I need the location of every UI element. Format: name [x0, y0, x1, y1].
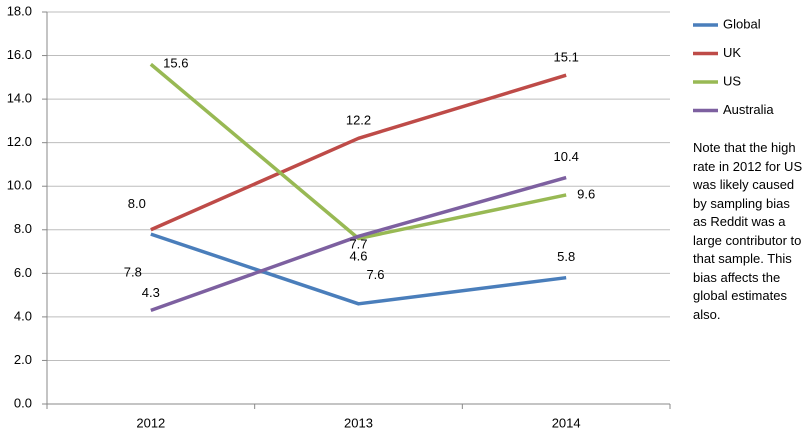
data-label: 12.2: [346, 113, 371, 128]
x-tick-label: 2013: [344, 415, 373, 430]
annotation: Note that the high rate in 2012 for US w…: [693, 140, 803, 322]
data-label: 4.6: [349, 248, 367, 263]
data-label: 15.6: [163, 56, 188, 71]
data-label: 4.3: [142, 285, 160, 300]
x-tick-label: 2012: [136, 415, 165, 430]
y-tick-label: 18.0: [7, 3, 32, 18]
y-tick-label: 4.0: [14, 308, 32, 323]
x-tick-label: 2014: [552, 415, 581, 430]
data-label: 7.7: [349, 237, 367, 252]
legend-label: UK: [723, 45, 741, 60]
y-tick-label: 16.0: [7, 47, 32, 62]
data-label: 10.4: [554, 149, 579, 164]
y-tick-label: 8.0: [14, 221, 32, 236]
series-line: [149, 62, 567, 241]
series-line: [150, 175, 567, 313]
data-label: 9.6: [577, 186, 595, 201]
y-tick-label: 14.0: [7, 91, 32, 106]
y-tick-label: 12.0: [7, 134, 32, 149]
data-label: 7.8: [124, 265, 142, 280]
data-label: 8.0: [128, 196, 146, 211]
legend-label: Australia: [723, 102, 774, 117]
y-tick-label: 2.0: [14, 352, 32, 367]
y-tick-label: 0.0: [14, 395, 32, 410]
y-tick-label: 6.0: [14, 265, 32, 280]
data-label: 5.8: [557, 249, 575, 264]
data-label: 7.6: [366, 267, 384, 282]
series-line: [150, 232, 567, 306]
legend-label: Global: [723, 16, 761, 31]
data-label: 15.1: [554, 50, 579, 65]
series-line: [150, 73, 567, 232]
y-tick-label: 10.0: [7, 178, 32, 193]
legend-label: US: [723, 73, 741, 88]
